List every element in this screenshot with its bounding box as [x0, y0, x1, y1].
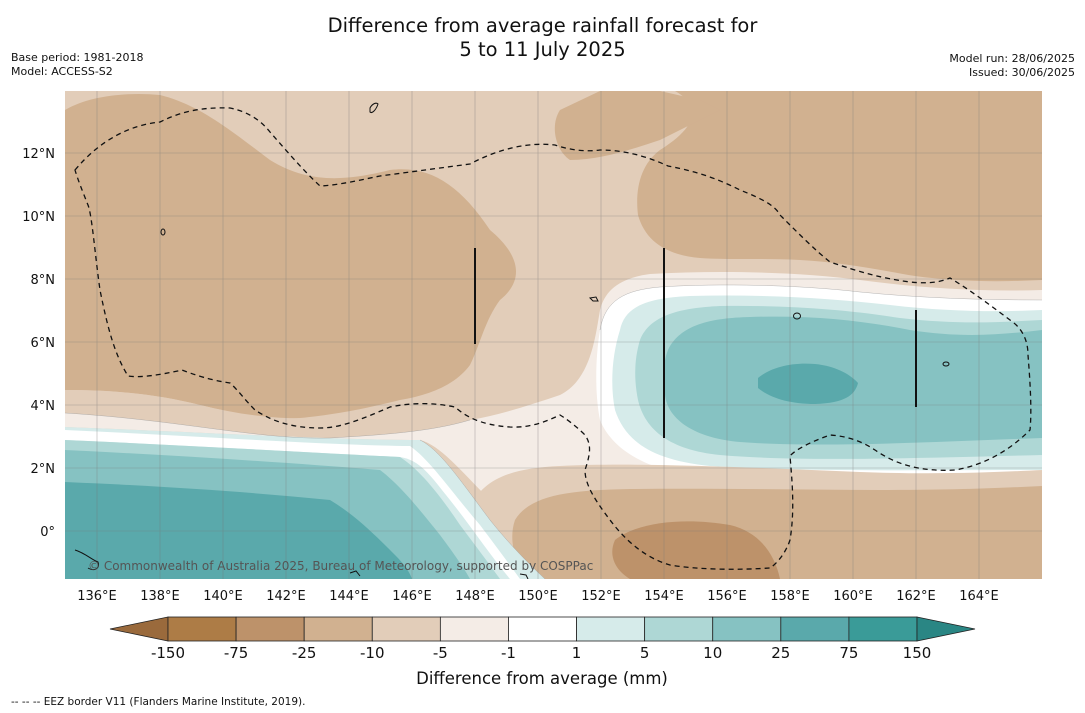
model-run-label: Model run: 28/06/2025	[949, 52, 1075, 65]
colorbar-swatch	[644, 616, 714, 642]
issued-label: Issued: 30/06/2025	[968, 66, 1075, 79]
lon-tick-label: 138°E	[140, 589, 180, 604]
lon-tick-label: 148°E	[455, 589, 495, 604]
lon-tick-label: 162°E	[896, 589, 936, 604]
map-title-line-1: Difference from average rainfall forecas…	[327, 14, 758, 37]
colorbar-title: Difference from average (mm)	[416, 669, 668, 688]
lon-tick-label: 146°E	[392, 589, 432, 604]
colorbar-swatch	[576, 616, 646, 642]
lon-tick-label: 156°E	[707, 589, 747, 604]
latitude-axis: 12°N 10°N 8°N 6°N 4°N 2°N 0°	[22, 147, 55, 540]
western-light-band	[65, 390, 474, 439]
colorbar-swatch	[235, 616, 305, 642]
colorbar-tick-label: 25	[771, 644, 790, 662]
colorbar-tick-label: 150	[903, 644, 932, 662]
colorbar-tick-label: -1	[501, 644, 516, 662]
colorbar-tick-label: -75	[224, 644, 249, 662]
map-plot-area: © Commonwealth of Australia 2025, Bureau…	[65, 91, 1042, 579]
islands	[74, 102, 950, 579]
colorbar-swatch	[508, 616, 577, 642]
lat-tick-label: 6°N	[31, 336, 56, 351]
contour-outlines	[65, 284, 1042, 579]
colorbar-swatch	[303, 616, 373, 642]
lat-tick-label: 0°	[40, 525, 55, 540]
model-label: Model: ACCESS-S2	[11, 65, 113, 78]
colorbar-swatch	[780, 616, 850, 642]
colorbar-tick-label: 75	[839, 644, 858, 662]
lon-tick-label: 144°E	[329, 589, 369, 604]
north-east-dry-region	[637, 91, 1042, 282]
lon-tick-label: 154°E	[644, 589, 684, 604]
longitude-axis: 136°E 138°E 140°E 142°E 144°E 146°E 148°…	[77, 589, 999, 604]
south-west-wet-25mm	[65, 482, 412, 579]
lon-tick-label: 152°E	[581, 589, 621, 604]
lon-tick-label: 158°E	[770, 589, 810, 604]
lon-tick-label: 164°E	[959, 589, 999, 604]
colorbar-tick-label: 5	[640, 644, 650, 662]
eez-borders	[74, 107, 1032, 570]
colorbar-swatch	[712, 616, 782, 642]
colorbar-swatch	[167, 616, 237, 642]
lat-tick-label: 12°N	[22, 147, 55, 162]
colorbar-extend-high	[916, 616, 976, 642]
colorbar-legend: -150 -75 -25 -10 -5 -1 1 5 10 25 75 150	[109, 616, 976, 662]
colorbar-swatch	[371, 616, 441, 642]
colorbar-tick-label: -10	[360, 644, 385, 662]
colorbar-tick-label: -5	[433, 644, 448, 662]
lat-tick-label: 10°N	[22, 210, 55, 225]
lon-tick-label: 142°E	[266, 589, 306, 604]
lon-tick-label: 140°E	[203, 589, 243, 604]
colorbar-tick-label: -25	[292, 644, 317, 662]
lat-tick-label: 4°N	[31, 399, 56, 414]
south-east-dry-core	[612, 521, 780, 579]
lon-tick-label: 136°E	[77, 589, 117, 604]
colorbar-swatch	[848, 616, 918, 642]
colorbar-extend-low	[109, 616, 169, 642]
colorbar-tick-label: 1	[572, 644, 582, 662]
graticule	[65, 91, 1042, 579]
colorbar-tick-label: -150	[151, 644, 185, 662]
lon-tick-label: 160°E	[833, 589, 873, 604]
eastern-wet-core	[758, 363, 858, 404]
base-period-label: Base period: 1981-2018	[11, 51, 144, 64]
lat-tick-label: 8°N	[31, 273, 56, 288]
western-dry-region	[65, 93, 517, 419]
colorbar-swatch	[439, 616, 509, 642]
lon-tick-label: 150°E	[518, 589, 558, 604]
eez-footnote: -- -- -- EEZ border V11 (Flanders Marine…	[11, 696, 306, 708]
section-lines	[474, 248, 917, 438]
north-dry-patch	[554, 91, 720, 160]
lat-tick-label: 2°N	[31, 462, 56, 477]
map-title-line-2: 5 to 11 July 2025	[459, 38, 626, 61]
copyright-notice: © Commonwealth of Australia 2025, Bureau…	[88, 559, 593, 573]
colorbar-tick-label: 10	[703, 644, 722, 662]
